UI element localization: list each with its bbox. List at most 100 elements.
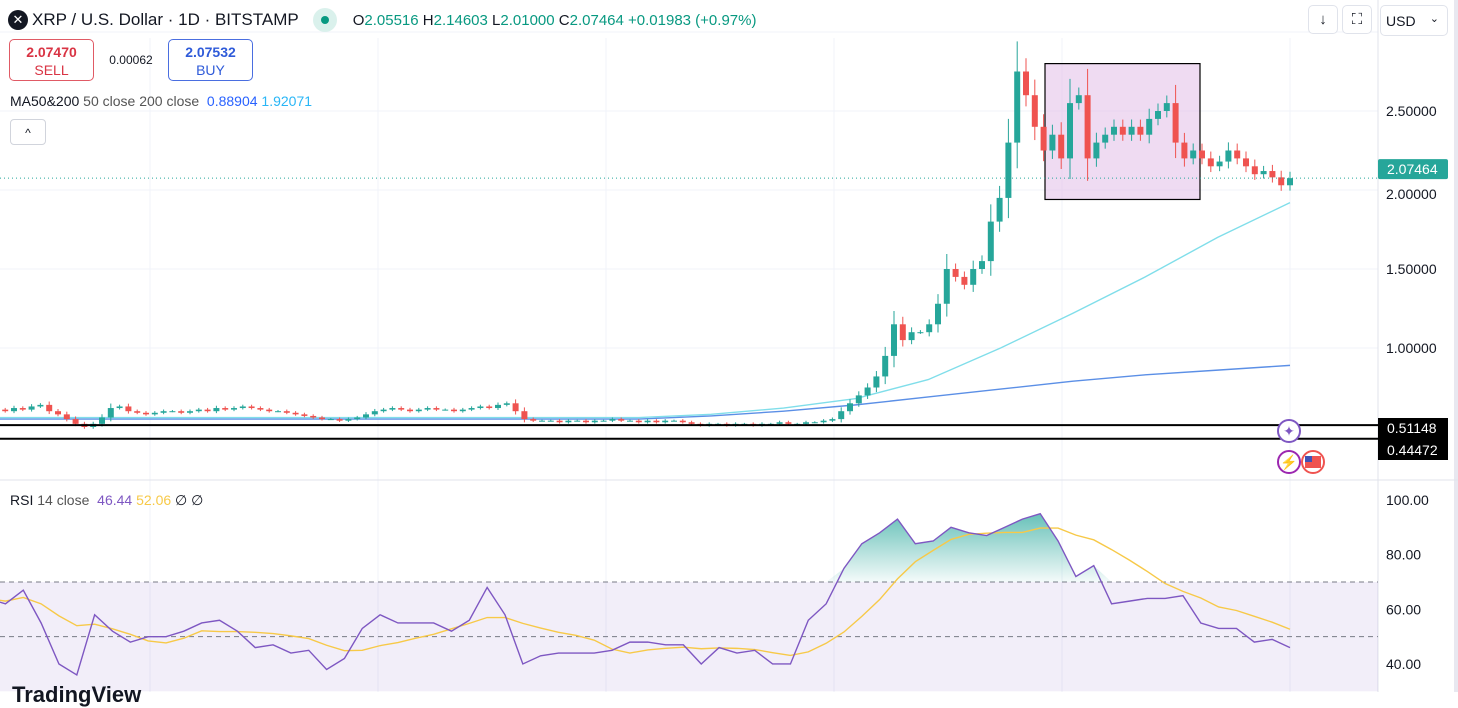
candle	[380, 407, 387, 413]
candle-body	[107, 408, 114, 418]
candle-body	[908, 332, 915, 341]
candle-body	[662, 420, 669, 423]
candle	[1023, 58, 1029, 107]
candle-body	[301, 414, 308, 416]
candle-body	[1146, 118, 1153, 135]
candle	[283, 409, 290, 415]
symbol-title[interactable]: XRP / U.S. Dollar · 1D · BITSTAMP	[32, 10, 299, 29]
candle-body	[37, 404, 44, 407]
level-price-tag	[1378, 418, 1448, 460]
trade-panel: 2.07470 SELL 0.00062 2.07532 BUY	[9, 39, 253, 81]
candle-body	[1269, 171, 1276, 178]
candle	[407, 407, 413, 413]
candle-body	[1031, 95, 1038, 127]
candle-body	[855, 395, 862, 404]
buy-button[interactable]: 2.07532 BUY	[168, 39, 253, 81]
candle	[1084, 68, 1091, 181]
candle-body	[1075, 95, 1082, 104]
rsi-ma-value: 52.06	[136, 492, 172, 508]
candle-body	[28, 406, 35, 410]
ma200-value: 1.92071	[261, 93, 313, 109]
candle-body	[1251, 166, 1258, 175]
candle	[1181, 132, 1188, 167]
candle-body	[882, 355, 889, 377]
candle	[908, 327, 915, 345]
candle-body	[178, 411, 185, 413]
candle-body	[389, 408, 396, 410]
candle-body	[468, 408, 475, 410]
candle-body	[935, 303, 941, 325]
candle	[495, 402, 501, 410]
candle-body	[125, 406, 132, 412]
candle	[11, 405, 17, 414]
candle-body	[2, 409, 9, 412]
candle	[671, 419, 677, 422]
candle	[1111, 119, 1117, 141]
candle	[275, 410, 281, 413]
candle	[1278, 170, 1285, 191]
candle	[1102, 127, 1109, 149]
candle-body	[239, 406, 246, 409]
candle-body	[873, 376, 880, 388]
candle	[627, 419, 633, 422]
candle	[917, 330, 924, 334]
candle	[926, 319, 933, 337]
market-status-icon[interactable]	[312, 8, 337, 32]
candle	[882, 346, 889, 385]
candle	[389, 406, 396, 412]
candle	[1040, 114, 1047, 162]
candle	[178, 409, 185, 415]
candle	[19, 406, 26, 412]
candle-body	[327, 419, 334, 421]
ai-sparkle-icon	[1277, 419, 1301, 443]
chart-canvas[interactable]: 2.50000 2.00000 1.50000 1.00000 2.07464 0.511…	[0, 0, 1458, 692]
candle-body	[811, 422, 818, 424]
candle-body	[1207, 158, 1214, 167]
rsi-tick-label: 60.00	[1386, 601, 1421, 617]
fullscreen-button[interactable]: ⛶	[1342, 5, 1372, 34]
candle-body	[970, 269, 977, 285]
sell-button[interactable]: 2.07470 SELL	[9, 39, 94, 81]
candle-body	[1287, 178, 1293, 186]
ma-legend[interactable]: MA50&200 50 close 200 close 0.88904 1.92…	[10, 93, 313, 109]
candle	[1207, 151, 1214, 173]
candle-body	[160, 411, 167, 413]
candle-body	[917, 332, 924, 334]
price-tick-label: 1.00000	[1386, 340, 1437, 356]
candle-body	[1128, 126, 1135, 135]
candle	[310, 414, 317, 419]
candle-body	[99, 417, 105, 424]
candle	[398, 406, 405, 412]
candle	[970, 260, 977, 292]
candle-body	[565, 420, 572, 423]
candle	[37, 403, 44, 408]
ma50-line	[0, 364, 1291, 420]
candle	[503, 401, 510, 407]
candle-body	[1163, 103, 1170, 111]
candle	[662, 419, 669, 424]
rsi-legend[interactable]: RSI 14 close 46.44 52.06 ∅ ∅	[10, 492, 204, 508]
candle-body	[213, 408, 220, 412]
candle-body	[283, 411, 290, 413]
candle	[591, 419, 598, 424]
candle-body	[1093, 142, 1100, 159]
candle-body	[583, 420, 589, 423]
candle-body	[345, 419, 352, 421]
candle-body	[451, 409, 457, 412]
candle	[143, 411, 149, 416]
candle	[195, 407, 202, 413]
candle-body	[987, 221, 994, 262]
candle-body	[961, 276, 968, 285]
currency-select[interactable]: USD ⌄	[1380, 5, 1448, 36]
candle	[371, 408, 378, 417]
candle-body	[257, 408, 264, 410]
candle	[134, 409, 141, 415]
candle	[1137, 119, 1144, 141]
candle	[231, 406, 237, 412]
ai-sparkle-glyph: ✦	[1283, 423, 1295, 439]
candle-body	[1137, 126, 1144, 135]
candle-body	[539, 420, 545, 422]
collapse-legend-button[interactable]: ^	[10, 119, 46, 145]
scroll-to-latest-button[interactable]: ↓	[1308, 5, 1338, 34]
candle-body	[1067, 103, 1073, 159]
